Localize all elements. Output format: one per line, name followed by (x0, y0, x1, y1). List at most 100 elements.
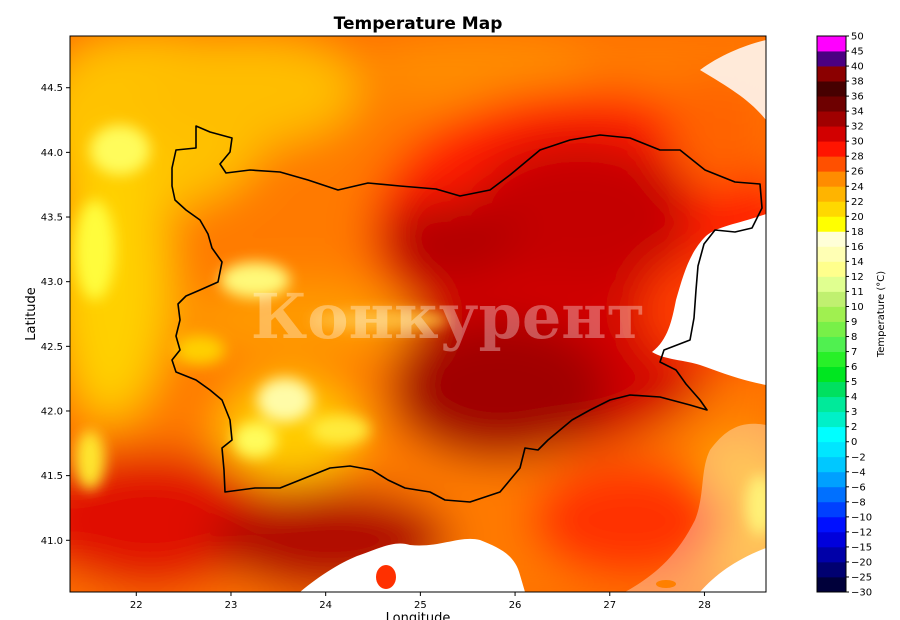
colorbar-swatch (817, 246, 846, 262)
colorbar-swatch (817, 126, 846, 142)
colorbar-swatch (817, 441, 846, 458)
colorbar-swatch (817, 381, 846, 398)
colorbar-swatch (817, 231, 846, 247)
colorbar-swatch (817, 186, 846, 202)
colorbar-swatch (817, 291, 846, 307)
colorbar-swatch (817, 501, 846, 518)
colorbar-swatch (817, 426, 846, 443)
colorbar-tick-label: 32 (851, 122, 864, 133)
colorbar-tick-label: 0 (851, 437, 857, 448)
colorbar-tick-label: 30 (851, 137, 864, 148)
colorbar-swatch (817, 351, 846, 367)
y-axis: 41.0 41.5 42.0 42.5 43.0 43.5 44.0 44.5 (41, 83, 70, 547)
colorbar-tick-label: 5 (851, 377, 857, 388)
colorbar-tick-label: 28 (851, 152, 864, 163)
colorbar-tick-label: −12 (851, 527, 872, 538)
colorbar-swatch (817, 171, 846, 187)
y-tick-label: 44.5 (41, 83, 63, 94)
colorbar-tick-label: 2 (851, 422, 857, 433)
colorbar-swatch (817, 321, 846, 337)
colorbar-frame (816, 35, 847, 593)
colorbar-swatch (817, 96, 846, 112)
colorbar-swatch (817, 366, 846, 383)
colorbar-tick-label: 45 (851, 47, 864, 58)
colorbar-tick-label: 18 (851, 227, 864, 238)
x-tick-label: 28 (698, 600, 711, 611)
colorbar-swatch (817, 156, 846, 172)
x-axis-label: Longitude (386, 611, 451, 620)
colorbar-swatch (817, 396, 846, 413)
y-tick-label: 41.0 (41, 536, 63, 547)
colorbar-tick-label: 10 (851, 302, 864, 313)
y-tick-label: 43.5 (41, 213, 63, 224)
colorbar-tick-label: −15 (851, 542, 872, 553)
colorbar-tick-label: 24 (851, 182, 864, 193)
colorbar-swatch (817, 261, 846, 277)
colorbar-tick-label: −10 (851, 512, 872, 523)
colorbar-tick-label: 8 (851, 332, 857, 343)
y-axis-label: Latitude (24, 287, 39, 341)
colorbar-tick-label: 50 (851, 32, 864, 43)
colorbar-label: Temperature (°C) (876, 271, 887, 358)
colorbar-tick-label: 34 (851, 107, 864, 118)
x-tick-label: 26 (509, 600, 522, 611)
terrain-highlights (75, 125, 766, 535)
colorbar-tick-label: 3 (851, 407, 857, 418)
colorbar-swatch (817, 561, 846, 578)
colorbar-swatch (817, 111, 846, 127)
sea-areas (300, 40, 766, 592)
colorbar-swatch (817, 411, 846, 428)
colorbar-tick-label: 12 (851, 272, 864, 283)
watermark: Конкурент (251, 280, 645, 353)
y-tick-label: 41.5 (41, 471, 63, 482)
plot-frame (69, 35, 767, 593)
y-tick-label: 42.0 (41, 406, 63, 417)
colorbar-tick-label: −2 (851, 452, 866, 463)
colorbar-tick-label: 16 (851, 242, 864, 253)
colorbar-swatch (817, 36, 846, 52)
colorbar-swatch (817, 276, 846, 292)
colorbar-tick-label: −20 (851, 557, 872, 568)
colorbar-tick-label: 9 (851, 317, 857, 328)
colorbar-tick-label: 4 (851, 392, 857, 403)
x-tick-label: 27 (603, 600, 616, 611)
colorbar-tick-label: 26 (851, 167, 864, 178)
colorbar-tick-label: 6 (851, 362, 857, 373)
colorbar-tick-label: 38 (851, 77, 864, 88)
colorbar-tick-label: 20 (851, 212, 864, 223)
map-plot-area: Конкурент (69, 35, 767, 593)
x-axis: 22 23 24 25 26 27 28 (130, 592, 711, 611)
colorbar-swatch (817, 516, 846, 533)
colorbar-swatch (817, 51, 846, 67)
y-tick-label: 42.5 (41, 342, 63, 353)
y-tick-label: 43.0 (41, 277, 63, 288)
colorbar-swatch (817, 336, 846, 352)
x-tick-label: 23 (225, 600, 238, 611)
colorbar-swatch (817, 141, 846, 157)
colorbar-tick-label: 22 (851, 197, 864, 208)
chart-title: Temperature Map (334, 14, 503, 34)
colorbar-tick-label: 40 (851, 62, 864, 73)
colorbar-tick-label: 36 (851, 92, 864, 103)
colorbar-swatch (817, 306, 846, 322)
x-tick-label: 24 (319, 600, 332, 611)
colorbar-tick-label: −30 (851, 588, 872, 599)
colorbar-tick-label: 14 (851, 257, 864, 268)
colorbar-swatch (817, 66, 846, 82)
colorbar-tick-label: −8 (851, 497, 866, 508)
colorbar-swatch (817, 471, 846, 488)
colorbar-swatch (817, 531, 846, 548)
colorbar-tick-label: −6 (851, 482, 866, 493)
colorbar-swatch (817, 486, 846, 503)
colorbar-swatch (817, 456, 846, 473)
colorbar: −30−25−20−15−12−10−8−6−4−202345678910111… (816, 32, 872, 599)
colorbar-swatch (817, 546, 846, 563)
x-tick-label: 25 (414, 600, 427, 611)
country-border (171, 125, 763, 503)
colorbar-swatch (817, 576, 846, 593)
colorbar-swatch (817, 216, 846, 232)
x-tick-label: 22 (130, 600, 143, 611)
y-tick-label: 44.0 (41, 148, 63, 159)
colorbar-swatch (817, 81, 846, 97)
